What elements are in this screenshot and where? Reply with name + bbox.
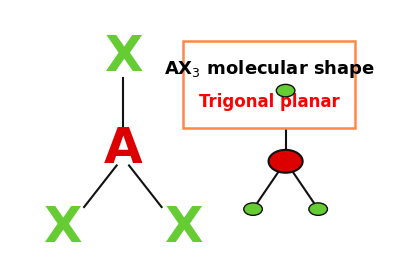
Text: A: A (104, 125, 142, 173)
Circle shape (276, 85, 295, 97)
Text: X: X (164, 204, 202, 252)
Text: X: X (104, 33, 142, 81)
Text: AX$_3$ molecular shape: AX$_3$ molecular shape (164, 58, 375, 80)
Circle shape (244, 203, 262, 215)
Text: X: X (43, 204, 82, 252)
FancyBboxPatch shape (183, 41, 355, 128)
Circle shape (268, 150, 303, 173)
Circle shape (309, 203, 328, 215)
Text: Trigonal planar: Trigonal planar (199, 93, 340, 111)
